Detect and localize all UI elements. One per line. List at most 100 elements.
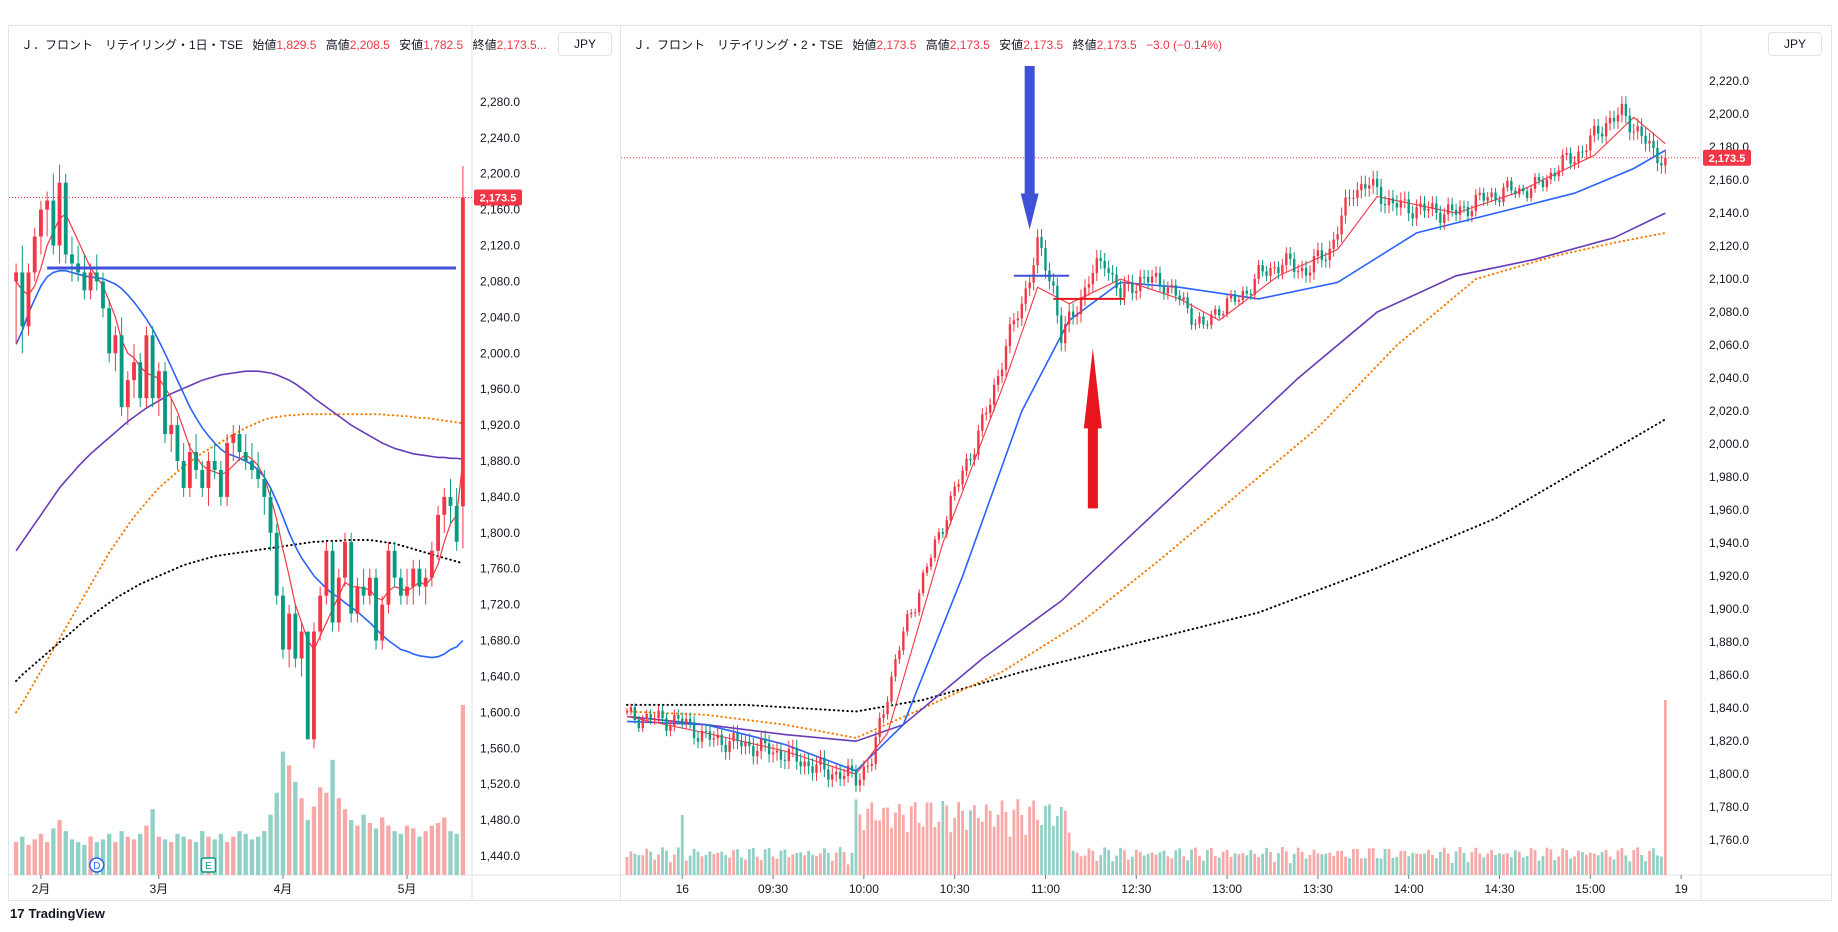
volume-bar: [1178, 848, 1182, 875]
volume-bar: [878, 820, 882, 875]
y-tick-label: 2,000.0: [480, 346, 520, 360]
volume-bar: [237, 831, 242, 875]
candle-body: [1269, 268, 1272, 276]
volume-bar: [925, 802, 929, 875]
candle-body: [803, 761, 806, 767]
candle-body: [1411, 213, 1414, 219]
legend-open-value: 2,173.5: [876, 38, 917, 52]
volume-bar: [696, 851, 700, 875]
last-price-tag-text: 2,173.5: [1709, 153, 1746, 165]
intraday-chart-panel[interactable]: 2,220.0 2,200.0 2,180.0 2,160.0 2,140.0 2,120…: [620, 25, 1832, 901]
volume-bar: [862, 830, 866, 875]
y-tick-label: 1,980.0: [1709, 470, 1749, 484]
volume-bar: [716, 852, 720, 875]
volume-bar: [398, 833, 404, 875]
volume-bar: [1008, 836, 1012, 875]
volume-bar: [181, 836, 186, 875]
volume-bar: [100, 839, 106, 875]
volume-bar: [1225, 849, 1229, 875]
y-tick-label: 2,060.0: [1709, 338, 1749, 352]
volume-bar: [1486, 853, 1490, 875]
y-tick-label: 2,140.0: [1709, 206, 1749, 220]
volume-bar: [1636, 847, 1640, 875]
candle-body: [756, 751, 759, 757]
candle-body: [1391, 198, 1395, 204]
tradingview-logo-text: TradingView: [28, 906, 105, 921]
volume-bar: [1087, 848, 1091, 875]
volume-bar: [1660, 856, 1663, 875]
volume-bar: [961, 810, 964, 875]
volume-bar: [75, 842, 81, 875]
volume-bar: [125, 836, 130, 875]
daily-chart-panel[interactable]: 2,280.0 2,240.0 2,200.0 2,160.0 2,120.0 2,080…: [8, 25, 622, 901]
volume-bar: [1079, 856, 1083, 875]
legend-open-label: 始値: [852, 38, 877, 52]
candle-body: [1648, 140, 1651, 144]
currency-button[interactable]: JPY: [1768, 32, 1822, 56]
candle-body: [925, 566, 929, 573]
candle-body: [906, 614, 909, 632]
volume-bar: [63, 831, 68, 875]
candle-body: [1482, 192, 1485, 201]
candle-body: [417, 568, 422, 587]
currency-button[interactable]: JPY: [558, 32, 612, 56]
candle-body: [1454, 210, 1458, 215]
volume-bar: [830, 860, 834, 875]
candle-body: [681, 718, 684, 723]
candle-body: [846, 765, 850, 776]
volume-bar: [783, 849, 787, 875]
candle-body: [1320, 250, 1324, 260]
candle-body: [641, 719, 644, 729]
candle-body: [299, 631, 304, 659]
candle-body: [1052, 281, 1055, 286]
candle-body: [1443, 214, 1446, 223]
volume-bar: [1320, 854, 1324, 875]
candle-body: [1229, 293, 1233, 299]
volume-bar: [1541, 855, 1545, 875]
volume-bar: [280, 751, 286, 875]
candle-body: [637, 719, 641, 729]
volume-bar: [1198, 855, 1201, 875]
daily-candlestick-chart[interactable]: 2,280.0 2,240.0 2,200.0 2,160.0 2,120.0 2,080…: [9, 26, 621, 900]
candle-body: [45, 200, 50, 210]
volume-bar: [933, 827, 937, 875]
candle-body: [448, 496, 453, 506]
volume-bar: [1442, 847, 1446, 875]
volume-bar: [1059, 806, 1063, 875]
volume-bar: [763, 849, 767, 875]
candle-body: [32, 236, 37, 273]
volume-bar: [51, 828, 56, 875]
volume-bar: [1600, 852, 1604, 875]
volume-bar: [803, 855, 807, 875]
candle-body: [281, 595, 285, 650]
candle-body: [94, 272, 99, 282]
y-tick-label: 2,240.0: [480, 131, 520, 145]
ma-red-line: [626, 116, 1666, 775]
volume-bar: [218, 833, 224, 875]
legend-close-label: 終値: [472, 38, 497, 52]
volume-bar: [1569, 858, 1572, 875]
volume-bar: [1044, 805, 1047, 875]
volume-bar: [1134, 849, 1138, 875]
candle-body: [1525, 191, 1529, 198]
volume-bar: [249, 839, 255, 875]
tradingview-logo[interactable]: 17 TradingView: [10, 906, 105, 921]
candle-body: [752, 745, 755, 757]
volume-bar: [442, 817, 447, 875]
candle-body: [63, 182, 68, 255]
intraday-candlestick-chart[interactable]: 2,220.02,200.02,180.02,160.02,140.02,120…: [621, 26, 1831, 900]
x-tick-label: 12:30: [1121, 882, 1151, 896]
candle-body: [1000, 369, 1004, 377]
candle-body: [838, 771, 842, 779]
candle-body: [1336, 234, 1339, 240]
volume-bar: [1048, 804, 1051, 875]
volume-bar: [386, 825, 391, 875]
volume-bar: [819, 853, 822, 875]
volume-bar: [1423, 853, 1426, 875]
volume-bar: [1170, 858, 1174, 875]
candle-body: [1427, 208, 1430, 211]
volume-bar: [88, 836, 93, 875]
candle-body: [1608, 117, 1612, 124]
candle-body: [88, 272, 93, 291]
volume-bar: [1348, 858, 1351, 875]
